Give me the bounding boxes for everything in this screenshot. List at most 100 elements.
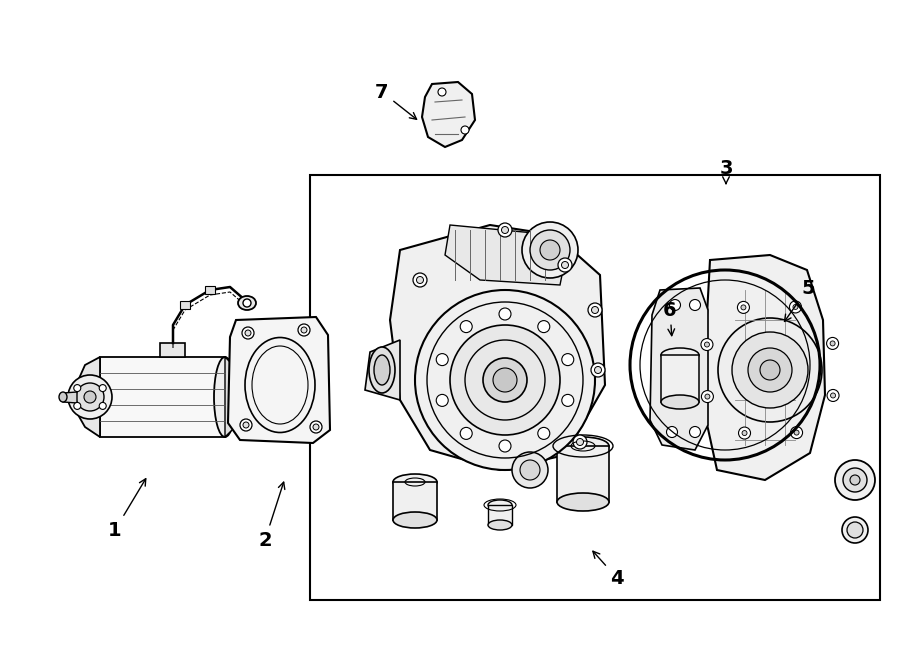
Polygon shape [390, 225, 605, 470]
Circle shape [498, 223, 512, 237]
Ellipse shape [393, 512, 437, 528]
Ellipse shape [369, 347, 395, 393]
Polygon shape [77, 357, 100, 437]
Ellipse shape [557, 493, 609, 511]
Circle shape [413, 273, 427, 287]
Circle shape [850, 475, 860, 485]
Ellipse shape [59, 392, 67, 402]
Circle shape [483, 358, 527, 402]
Circle shape [538, 321, 550, 332]
Polygon shape [228, 317, 330, 443]
Circle shape [748, 348, 792, 392]
Text: 2: 2 [258, 482, 284, 549]
Polygon shape [705, 255, 825, 480]
Circle shape [460, 428, 473, 440]
Circle shape [689, 299, 700, 311]
Circle shape [794, 430, 799, 435]
Circle shape [243, 299, 251, 307]
Ellipse shape [393, 474, 437, 490]
Circle shape [538, 428, 550, 440]
Circle shape [84, 391, 96, 403]
Circle shape [732, 332, 808, 408]
Bar [180, 301, 190, 309]
Circle shape [835, 460, 875, 500]
Polygon shape [100, 357, 225, 437]
Circle shape [742, 430, 747, 436]
Circle shape [826, 337, 839, 350]
Polygon shape [63, 392, 77, 403]
Ellipse shape [374, 355, 390, 385]
Circle shape [417, 276, 424, 284]
Ellipse shape [488, 500, 512, 510]
Bar [310, 175, 880, 600]
Circle shape [499, 440, 511, 452]
Circle shape [741, 305, 746, 310]
Text: 3: 3 [719, 159, 733, 184]
Ellipse shape [557, 437, 609, 455]
Circle shape [540, 240, 560, 260]
Circle shape [301, 327, 307, 333]
Circle shape [689, 426, 700, 438]
Polygon shape [225, 357, 235, 437]
Circle shape [99, 385, 106, 391]
Circle shape [512, 452, 548, 488]
Circle shape [847, 522, 863, 538]
Circle shape [438, 88, 446, 96]
Circle shape [588, 303, 602, 317]
Circle shape [831, 393, 835, 398]
Ellipse shape [661, 348, 699, 362]
Circle shape [842, 517, 868, 543]
Text: 5: 5 [785, 278, 814, 321]
Circle shape [562, 395, 574, 407]
Circle shape [74, 385, 81, 391]
Circle shape [701, 391, 714, 403]
Circle shape [591, 307, 599, 313]
Circle shape [718, 318, 822, 422]
Circle shape [76, 383, 104, 411]
Circle shape [577, 438, 583, 446]
Circle shape [843, 468, 867, 492]
Circle shape [99, 403, 106, 409]
Circle shape [667, 426, 678, 438]
Circle shape [436, 354, 448, 366]
Circle shape [436, 395, 448, 407]
Polygon shape [557, 446, 609, 502]
Circle shape [68, 375, 112, 419]
Circle shape [415, 290, 595, 470]
Text: 6: 6 [663, 301, 677, 336]
Circle shape [74, 403, 81, 409]
Circle shape [670, 299, 680, 311]
Text: 4: 4 [593, 551, 624, 588]
Circle shape [242, 327, 254, 339]
Circle shape [573, 435, 587, 449]
Text: 1: 1 [108, 479, 146, 539]
Circle shape [520, 460, 540, 480]
Circle shape [243, 422, 249, 428]
Circle shape [591, 363, 605, 377]
Circle shape [830, 341, 835, 346]
Circle shape [450, 325, 560, 435]
Circle shape [790, 426, 803, 439]
Circle shape [245, 330, 251, 336]
Circle shape [760, 360, 780, 380]
Polygon shape [650, 288, 708, 450]
Polygon shape [661, 355, 699, 402]
Circle shape [499, 308, 511, 320]
Circle shape [313, 424, 319, 430]
Circle shape [310, 421, 322, 433]
Circle shape [737, 301, 750, 313]
Ellipse shape [214, 357, 236, 437]
Circle shape [522, 222, 578, 278]
Circle shape [493, 368, 517, 392]
Circle shape [701, 338, 713, 350]
Polygon shape [393, 482, 437, 520]
Circle shape [460, 321, 473, 332]
Polygon shape [488, 505, 512, 525]
Text: 7: 7 [375, 83, 417, 120]
Circle shape [501, 227, 508, 233]
Circle shape [793, 305, 798, 309]
Ellipse shape [661, 395, 699, 409]
Circle shape [827, 389, 839, 401]
Circle shape [562, 262, 569, 268]
Circle shape [595, 366, 601, 373]
